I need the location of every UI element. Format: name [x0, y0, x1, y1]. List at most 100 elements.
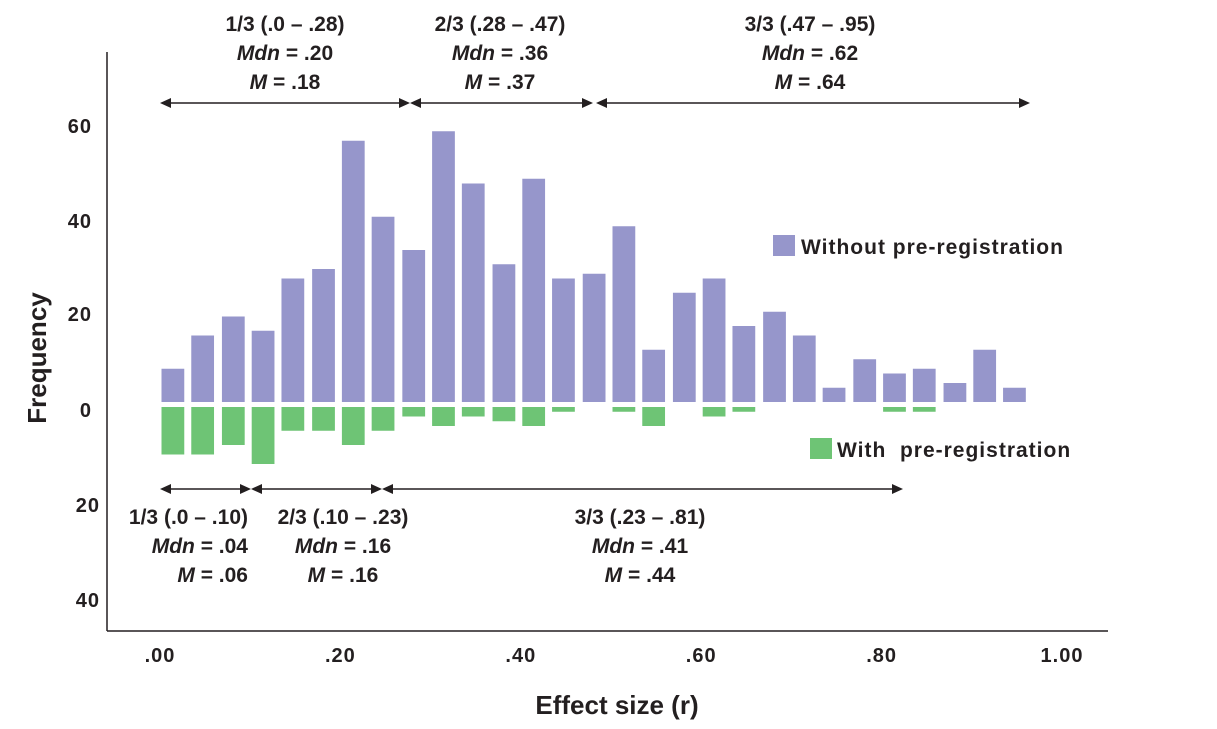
bar-without-3	[251, 330, 275, 402]
bar-without-19	[732, 326, 756, 402]
bar-with-15	[612, 407, 636, 412]
bar-with-18	[702, 407, 726, 417]
bottom-arrow-2-head-left	[382, 484, 393, 494]
bar-without-10	[461, 183, 485, 402]
bar-with-13	[552, 407, 575, 412]
tercile-annotations: 1/3 (.0 – .28) Mdn = .20 M = .18 2/3 (.28 –…	[129, 13, 1030, 587]
bar-with-19	[732, 407, 756, 412]
bar-without-7	[371, 216, 395, 402]
bar-without-1	[191, 335, 215, 402]
top-arrow-0	[160, 98, 410, 108]
bar-without-14	[582, 273, 606, 402]
bar-with-8	[402, 407, 426, 417]
top-arrow-0-head-right	[399, 98, 410, 108]
bar-with-6	[341, 407, 365, 445]
x-tick-labels: .00 .20 .40 .60 .80 1.00	[145, 645, 1084, 667]
top-arrow-0-head-left	[160, 98, 171, 108]
bar-without-22	[822, 387, 846, 402]
bar-without-18	[702, 278, 726, 402]
legend: Without pre-registration With pre-regist…	[773, 235, 1071, 462]
bar-with-11	[492, 407, 516, 422]
bar-without-16	[642, 349, 666, 402]
x-tick-3: .60	[686, 645, 717, 667]
bottom-arrow-1	[251, 484, 382, 494]
y-tick-up-40: 40	[68, 211, 92, 233]
bar-without-27	[973, 349, 997, 402]
bar-with-1	[191, 407, 215, 455]
bar-without-25	[912, 368, 936, 402]
top-annotation-1-mdn: Mdn = .36	[452, 42, 548, 65]
bar-without-2	[221, 316, 245, 402]
legend-label-with: With pre-registration	[837, 439, 1071, 462]
bar-without-24	[883, 373, 906, 402]
legend-swatch-with	[810, 438, 832, 459]
y-tick-up-0: 0	[80, 400, 92, 422]
x-axis-title: Effect size (r)	[535, 690, 698, 720]
legend-item-with: With pre-registration	[810, 438, 1071, 462]
y-axis-title: Frequency	[22, 292, 52, 424]
without-prereg-bars	[161, 131, 1026, 402]
bar-without-5	[312, 269, 335, 402]
top-arrow-2-head-left	[596, 98, 607, 108]
x-tick-1: .20	[325, 645, 356, 667]
bar-with-12	[522, 407, 546, 426]
bottom-annotation-1-range: 2/3 (.10 – .23)	[278, 506, 409, 529]
bar-without-9	[432, 131, 455, 402]
bar-with-7	[371, 407, 395, 431]
bar-with-3	[251, 407, 275, 464]
bottom-annotation-2-mdn: Mdn = .41	[592, 535, 689, 558]
top-arrow-2	[596, 98, 1030, 108]
x-tick-0: .00	[145, 645, 176, 667]
legend-swatch-without	[773, 235, 795, 256]
top-annotation-1-m: M = .37	[465, 71, 536, 94]
top-arrow-1-head-left	[410, 98, 421, 108]
bottom-arrow-2	[382, 484, 903, 494]
top-annotation-0-mdn: Mdn = .20	[237, 42, 333, 65]
bottom-annotation-0-m: M = .06	[177, 564, 248, 587]
bar-without-12	[522, 178, 546, 402]
bar-with-10	[461, 407, 485, 417]
y-tick-up-60: 60	[68, 116, 92, 138]
bar-without-13	[552, 278, 575, 402]
bottom-arrow-0-head-right	[240, 484, 251, 494]
bar-without-20	[763, 311, 786, 402]
bar-with-4	[281, 407, 305, 431]
top-annotation-2-range: 3/3 (.47 – .95)	[745, 13, 876, 36]
bottom-arrow-0-head-left	[160, 484, 171, 494]
bar-with-0	[161, 407, 185, 455]
bar-without-8	[402, 250, 426, 402]
top-annotation-2-m: M = .64	[775, 71, 846, 94]
x-tick-5: 1.00	[1041, 645, 1084, 667]
bar-without-17	[672, 292, 696, 402]
top-annotation-0-m: M = .18	[250, 71, 321, 94]
bar-without-28	[1003, 387, 1026, 402]
bottom-arrow-1-head-left	[251, 484, 262, 494]
bar-with-5	[312, 407, 335, 431]
bottom-annotation-1-m: M = .16	[308, 564, 379, 587]
y-tick-down-20: 20	[76, 495, 100, 517]
y-tick-labels: 0 20 40 60 20 40	[68, 116, 100, 612]
bottom-arrow-0	[160, 484, 251, 494]
top-annotation-1-range: 2/3 (.28 – .47)	[435, 13, 566, 36]
top-arrow-1	[410, 98, 593, 108]
bar-without-6	[341, 140, 365, 402]
top-arrow-1-head-right	[582, 98, 593, 108]
bar-without-0	[161, 368, 185, 402]
bottom-arrow-1-head-right	[371, 484, 382, 494]
bottom-annotation-1-mdn: Mdn = .16	[295, 535, 391, 558]
bar-with-16	[642, 407, 666, 426]
bottom-annotation-0-range: 1/3 (.0 – .10)	[129, 506, 248, 529]
top-annotation-2-mdn: Mdn = .62	[762, 42, 858, 65]
x-tick-4: .80	[866, 645, 897, 667]
y-tick-up-20: 20	[68, 304, 92, 326]
top-annotation-0-range: 1/3 (.0 – .28)	[225, 13, 344, 36]
y-tick-down-40: 40	[76, 590, 100, 612]
x-tick-2: .40	[505, 645, 536, 667]
bar-without-15	[612, 226, 636, 402]
bar-without-23	[853, 359, 877, 402]
bar-without-21	[792, 335, 816, 402]
legend-item-without: Without pre-registration	[773, 235, 1063, 259]
bottom-arrow-2-head-right	[892, 484, 903, 494]
bottom-annotation-2-m: M = .44	[605, 564, 676, 587]
